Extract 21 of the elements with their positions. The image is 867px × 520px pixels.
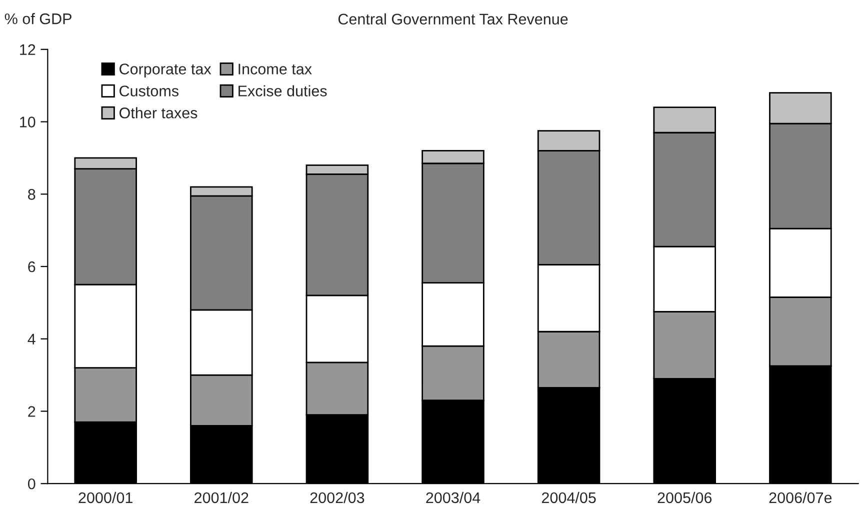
x-tick-label: 2001/02 — [194, 492, 248, 504]
y-tick-label: 0 — [28, 478, 36, 490]
x-tick-label: 2005/06 — [658, 492, 712, 504]
legend-label: Corporate tax — [120, 64, 212, 78]
x-tick-label: 2002/03 — [310, 492, 364, 504]
x-tick-label: 2006/07e — [769, 492, 832, 504]
y-tick-label: 12 — [20, 44, 36, 55]
y-tick-label: 8 — [28, 189, 36, 200]
legend-label: Excise duties — [238, 85, 327, 96]
legend-label: Income tax — [238, 64, 312, 74]
y-axis-title: % of GDP — [4, 13, 72, 24]
chart-title: Central Government Tax Revenue — [338, 13, 568, 25]
y-tick-label: 10 — [20, 116, 36, 128]
legend-label: Customs — [120, 86, 178, 96]
y-tick-label: 6 — [28, 261, 36, 272]
y-tick-label: 4 — [28, 334, 36, 344]
x-tick-label: 2003/04 — [426, 492, 480, 504]
y-tick-label: 2 — [28, 406, 36, 417]
legend-label: Other taxes — [119, 107, 198, 118]
x-tick-label: 2000/01 — [78, 492, 132, 504]
x-tick-label: 2004/05 — [542, 492, 596, 504]
